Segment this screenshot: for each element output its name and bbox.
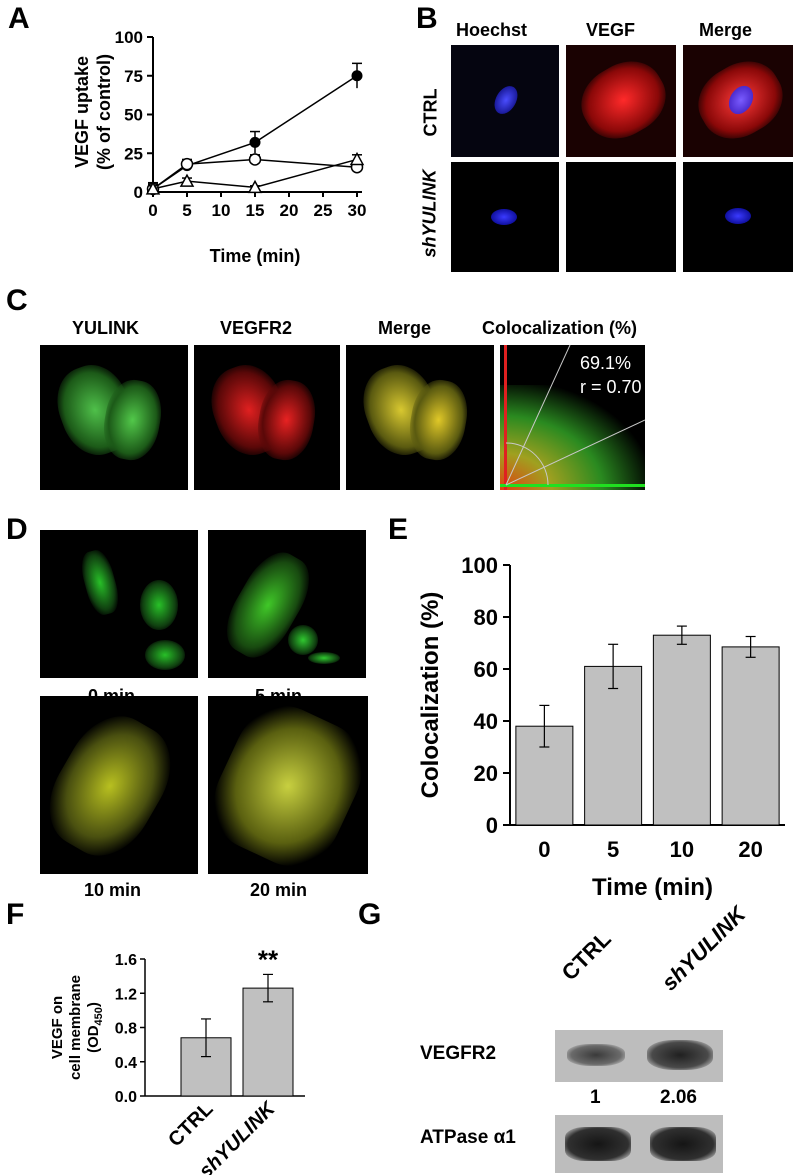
- e-y-tick-label: 60: [474, 657, 498, 682]
- a-x-tick-label: 5: [182, 201, 191, 220]
- a-x-tick-label: 20: [280, 201, 299, 220]
- panel-label-b: B: [416, 2, 438, 35]
- panel-label-e: E: [388, 513, 409, 546]
- f-y-tick-label: 0.4: [115, 1055, 137, 1072]
- e-y-axis-title: Colocalization (%): [417, 592, 444, 799]
- c-merge-image: [346, 345, 494, 490]
- e-bar: [652, 634, 711, 826]
- b-row-label-ctrl: CTRL: [420, 88, 441, 137]
- g-row-label-atpase: ATPase α1: [420, 1127, 516, 1148]
- c-coloc-r-text: r = 0.70: [580, 377, 642, 397]
- a-y-axis-title-line1: VEGF uptake: [72, 56, 92, 168]
- f-y-axis-title-line1: VEGF on: [49, 996, 66, 1059]
- e-x-tick-label: 20: [738, 837, 762, 862]
- e-bar: [721, 646, 780, 826]
- a-x-tick-label: 25: [314, 201, 333, 220]
- a-series-line-2: [152, 158, 358, 190]
- chart-a-line-plot: 0 25 50 75 100 0 5 10 15 20 25 30 Time (min) VEGF upt…: [72, 28, 367, 266]
- a-y-tick-label: 100: [115, 28, 143, 47]
- f-y-tick-label: 0.8: [115, 1021, 137, 1038]
- b-col-header-hoechst: Hoechst: [456, 20, 528, 40]
- e-x-tick-label: 0: [538, 837, 550, 862]
- panel-label-d: D: [6, 513, 28, 546]
- a-point-open-triangle: [179, 173, 195, 187]
- c-col-header-colocalization: Colocalization (%): [482, 318, 638, 338]
- a-x-tick-label: 10: [212, 201, 231, 220]
- b-ctrl-hoechst-image: [451, 45, 559, 157]
- a-y-tick-label: 75: [124, 67, 143, 86]
- f-y-axis-title-line2: cell membrane: [67, 975, 84, 1080]
- f-bar: [242, 987, 294, 1097]
- panel-label-a: A: [8, 2, 30, 35]
- c-col-header-vegfr2: VEGFR2: [220, 318, 293, 338]
- c-col-header-merge: Merge: [378, 318, 432, 338]
- d-image-20min: [197, 690, 379, 882]
- e-y-tick-label: 40: [474, 709, 498, 734]
- f-y-tick-label: 0.0: [115, 1089, 137, 1106]
- c-vegfr2-image: [194, 345, 340, 490]
- b-row-label-shyulink: shYULINK: [419, 169, 440, 258]
- a-point-open-circle: [248, 153, 262, 166]
- c-yulink-image: [40, 345, 188, 490]
- b-ctrl-vegf-image: [566, 45, 678, 157]
- g-vegfr2-blot: [555, 1030, 723, 1082]
- e-x-tick-label: 10: [670, 837, 694, 862]
- a-point-open-triangle: [145, 181, 161, 195]
- a-point-open-triangle: [349, 151, 365, 166]
- chart-e-bar-chart: 0 20 40 60 80 100 0 5 10 20 Time (min) Colocalizati…: [417, 553, 785, 900]
- g-lane-label-shyulink: shYULINK: [656, 901, 751, 996]
- g-row-label-vegfr2: VEGFR2: [420, 1043, 497, 1064]
- b-shyulink-hoechst-image: [451, 162, 559, 272]
- d-image-5min: [208, 530, 366, 678]
- e-x-axis-title: Time (min): [592, 874, 713, 900]
- e-y-tick-label: 80: [474, 605, 498, 630]
- a-point-filled-circle: [351, 70, 363, 82]
- a-y-tick-label: 50: [124, 106, 143, 125]
- e-bar: [515, 725, 574, 826]
- a-x-tick-label: 15: [246, 201, 265, 220]
- g-lane-label-ctrl: CTRL: [556, 926, 616, 986]
- e-y-tick-label: 100: [461, 553, 498, 578]
- f-y-axis-title-line3: (OD450): [85, 1002, 105, 1053]
- a-point-open-triangle: [247, 179, 263, 194]
- e-y-tick-label: 20: [474, 761, 498, 786]
- d-caption-10min: 10 min: [84, 880, 142, 900]
- a-y-tick-label: 0: [134, 183, 143, 202]
- e-y-tick-label: 0: [486, 813, 498, 838]
- b-ctrl-merge-image: [683, 45, 795, 157]
- f-y-tick-label: 1.6: [115, 952, 137, 969]
- a-x-tick-label: 0: [148, 201, 157, 220]
- e-x-tick-label: 5: [607, 837, 619, 862]
- a-x-axis-title: Time (min): [210, 246, 301, 266]
- b-shyulink-merge-image: [683, 162, 793, 272]
- b-col-header-vegf: VEGF: [586, 20, 636, 40]
- c-coloc-percent-text: 69.1%: [580, 353, 632, 373]
- c-col-header-yulink: YULINK: [72, 318, 139, 338]
- g-atpase-blot: [555, 1115, 723, 1173]
- a-point-filled-circle: [249, 136, 261, 148]
- a-point-open-circle: [180, 157, 194, 171]
- a-y-tick-label: 25: [124, 144, 143, 163]
- c-colocalization-scatterplot: 69.1% r = 0.70: [500, 345, 645, 490]
- d-image-10min: [31, 696, 198, 874]
- a-series-line-3: [152, 158, 358, 190]
- g-value-shyulink: 2.06: [660, 1087, 697, 1108]
- e-bar: [584, 665, 643, 826]
- b-col-header-merge: Merge: [699, 20, 753, 40]
- d-image-0min: [40, 530, 198, 678]
- panel-label-g: G: [358, 898, 382, 931]
- b-shyulink-vegf-image: [566, 162, 676, 272]
- panel-label-c: C: [6, 284, 28, 317]
- f-y-tick-label: 1.2: [115, 986, 137, 1003]
- d-caption-20min: 20 min: [250, 880, 308, 900]
- d-caption-5min: 5 min: [255, 686, 303, 706]
- d-caption-0min: 0 min: [88, 686, 136, 706]
- panel-label-f: F: [6, 898, 25, 931]
- g-value-ctrl: 1: [590, 1087, 601, 1108]
- a-x-tick-label: 30: [348, 201, 367, 220]
- a-y-axis-title-line2: (% of control): [94, 54, 114, 170]
- f-significance-annotation: **: [258, 944, 279, 974]
- f-x-tick-label: CTRL: [164, 1098, 217, 1151]
